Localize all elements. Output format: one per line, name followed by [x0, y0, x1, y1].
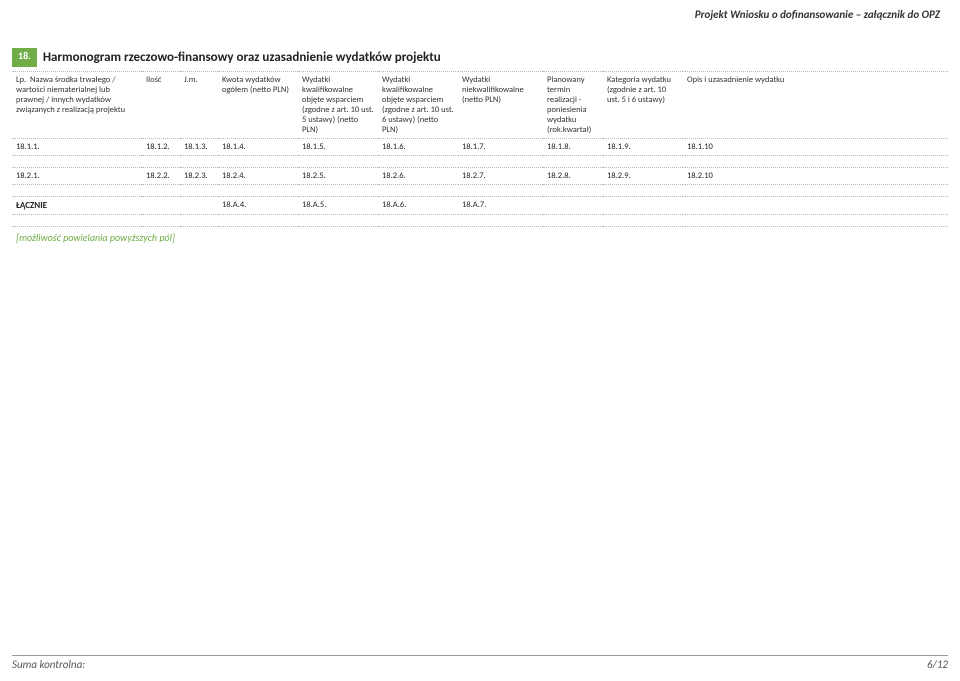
main-content: 18. Harmonogram rzeczowo-finansowy oraz …: [12, 48, 948, 244]
cell: 18.A.4.: [218, 197, 298, 215]
cell: 18.2.1.: [12, 168, 142, 185]
footer-left: Suma kontrolna:: [12, 658, 85, 671]
cell: 18.A.7.: [458, 197, 543, 215]
table-row-empty: [12, 185, 948, 197]
col-header: Planowany termin realizacji - poniesieni…: [543, 72, 603, 139]
table-row-empty: [12, 156, 948, 168]
col-header: Kwota wydatków ogółem (netto PLN): [218, 72, 298, 139]
cell: 18.1.7.: [458, 139, 543, 156]
total-label: ŁĄCZNIE: [12, 197, 142, 215]
col-header: Wydatki kwalifikowalne objęte wsparciem …: [298, 72, 378, 139]
cell: 18.1.9.: [603, 139, 683, 156]
schedule-table: Lp. Nazwa środka trwałego / wartości nie…: [12, 71, 948, 227]
col-header: J.m.: [180, 72, 218, 139]
cell: 18.1.3.: [180, 139, 218, 156]
table-header-row: Lp. Nazwa środka trwałego / wartości nie…: [12, 72, 948, 139]
table-row-empty: [12, 215, 948, 227]
cell: 18.1.6.: [378, 139, 458, 156]
col-header: Opis i uzasadnienie wydatku: [683, 72, 948, 139]
cell: 18.1.5.: [298, 139, 378, 156]
section-title-bar: 18. Harmonogram rzeczowo-finansowy oraz …: [12, 48, 948, 67]
cell: 18.1.10: [683, 139, 948, 156]
col-header: Wydatki niekwalifikowalne (netto PLN): [458, 72, 543, 139]
cell: 18.2.3.: [180, 168, 218, 185]
table-row: 18.2.1. 18.2.2. 18.2.3. 18.2.4. 18.2.5. …: [12, 168, 948, 185]
cell: 18.2.6.: [378, 168, 458, 185]
section-number: 18.: [12, 48, 37, 67]
cell: 18.2.2.: [142, 168, 180, 185]
col-header: Kategoria wydatku (zgodnie z art. 10 ust…: [603, 72, 683, 139]
cell: 18.1.8.: [543, 139, 603, 156]
repeat-note: [możliwość powielania powyższych pól]: [12, 227, 948, 244]
cell: 18.1.4.: [218, 139, 298, 156]
cell: 18.2.7.: [458, 168, 543, 185]
doc-header: Projekt Wniosku o dofinansowanie – załąc…: [695, 8, 940, 21]
page-footer: Suma kontrolna: 6/12: [12, 655, 948, 671]
table-total-row: ŁĄCZNIE 18.A.4. 18.A.5. 18.A.6. 18.A.7.: [12, 197, 948, 215]
cell: 18.A.6.: [378, 197, 458, 215]
cell: 18.2.10: [683, 168, 948, 185]
col-header: Ilość: [142, 72, 180, 139]
table-row: 18.1.1. 18.1.2. 18.1.3. 18.1.4. 18.1.5. …: [12, 139, 948, 156]
section-title: Harmonogram rzeczowo-finansowy oraz uzas…: [37, 48, 447, 67]
cell: 18.2.5.: [298, 168, 378, 185]
cell: 18.1.1.: [12, 139, 142, 156]
cell: 18.2.9.: [603, 168, 683, 185]
col-header: Wydatki kwalifikowalne objęte wsparciem …: [378, 72, 458, 139]
footer-page-number: 6/12: [927, 658, 948, 671]
col-header: Lp. Nazwa środka trwałego / wartości nie…: [12, 72, 142, 139]
cell: 18.1.2.: [142, 139, 180, 156]
cell: 18.2.4.: [218, 168, 298, 185]
cell: 18.2.8.: [543, 168, 603, 185]
cell: 18.A.5.: [298, 197, 378, 215]
